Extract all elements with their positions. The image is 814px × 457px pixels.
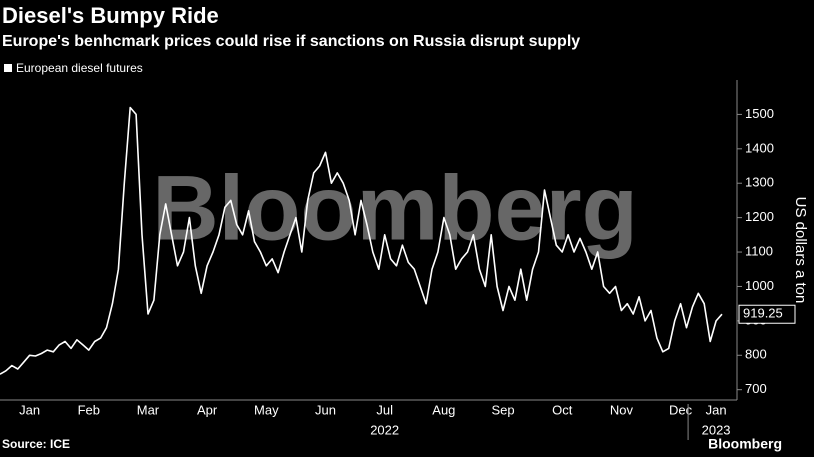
source: Source: ICE [2,437,70,451]
y-tick-label: 1300 [745,175,774,190]
y-axis-label: US dollars a ton [792,197,809,304]
y-tick-label: 1100 [745,243,773,258]
y-tick-label: 700 [745,381,767,396]
year-label: 2023 [702,422,731,437]
legend-swatch [4,64,12,72]
x-tick-label: Jul [376,402,393,417]
x-tick-label: Mar [137,402,160,417]
x-tick-label: Apr [197,402,218,417]
x-tick-label: Sep [491,402,514,417]
legend-label: European diesel futures [16,61,143,75]
value-callout: 919.25 [743,306,783,321]
brand: Bloomberg [708,436,782,452]
y-tick-label: 800 [745,347,767,362]
value-callout-box [738,304,796,324]
x-tick-label: Jan [706,402,727,417]
x-tick-label: Nov [610,402,634,417]
x-tick-label: Dec [669,402,693,417]
y-tick-label: 1400 [745,140,774,155]
x-tick-label: Oct [552,402,573,417]
x-tick-label: Jun [315,402,336,417]
data-line [0,106,723,375]
x-tick-label: May [254,402,279,417]
x-tick-label: Feb [78,402,100,417]
chart-subtitle: Europe's benhcmark prices could rise if … [2,33,580,50]
x-tick-label: Aug [432,402,455,417]
y-tick-label: 1200 [745,209,774,224]
year-label: 2022 [370,422,399,437]
y-tick-label: 1000 [745,278,774,293]
y-tick-label: 1500 [745,106,774,121]
x-tick-label: Jan [19,402,40,417]
chart-title: Diesel's Bumpy Ride [2,3,219,28]
